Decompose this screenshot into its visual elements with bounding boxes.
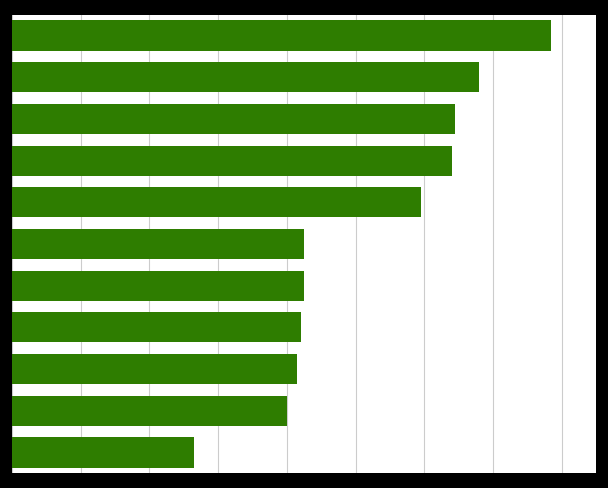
Bar bbox=[12, 145, 452, 176]
Bar bbox=[12, 62, 479, 92]
Bar bbox=[12, 104, 455, 134]
Bar bbox=[12, 20, 551, 50]
Bar bbox=[12, 187, 421, 217]
Bar bbox=[12, 271, 304, 301]
Bar bbox=[12, 229, 304, 259]
Bar bbox=[12, 312, 300, 343]
Bar bbox=[12, 396, 287, 426]
Bar bbox=[12, 438, 194, 468]
Bar bbox=[12, 354, 297, 384]
